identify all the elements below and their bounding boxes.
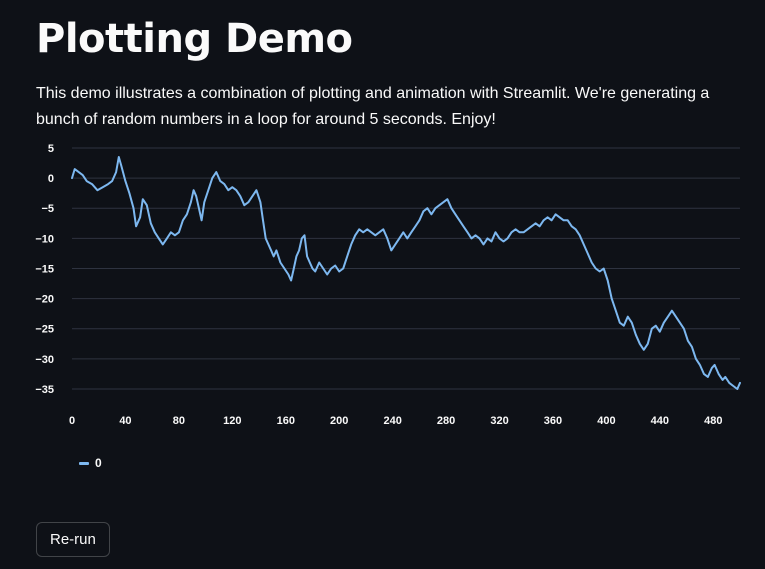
y-axis: 5 0 −5 −10 −15 −20 −25 −30 −35 (35, 143, 54, 396)
chart-series (71, 156, 741, 390)
x-tick-label: 160 (277, 415, 295, 427)
x-tick-label: 240 (383, 415, 401, 427)
legend-swatch (79, 461, 89, 465)
x-tick-label: 440 (651, 415, 669, 427)
x-tick-label: 120 (223, 415, 241, 427)
y-tick-label: −35 (35, 384, 54, 396)
y-tick-label: −15 (35, 263, 54, 275)
x-tick-label: 80 (173, 415, 185, 427)
y-tick-label: 5 (48, 143, 54, 155)
chart-legend[interactable]: 0 (79, 455, 102, 471)
y-tick-label: −30 (35, 354, 54, 366)
y-tick-label: −20 (35, 294, 54, 306)
x-tick-label: 280 (437, 415, 455, 427)
x-tick-label: 40 (119, 415, 131, 427)
page-title: Plotting Demo (36, 16, 353, 62)
y-tick-label: 0 (48, 173, 54, 185)
x-axis: 0 40 80 120 160 200 240 280 320 360 400 440 480 (69, 415, 723, 427)
line-chart[interactable]: 5 0 −5 −10 −15 −20 −25 −30 −35 0 40 80 120 160 200 240… (30, 140, 750, 440)
rerun-button[interactable]: Re-run (36, 522, 110, 557)
legend-label: 0 (95, 456, 102, 470)
x-tick-label: 200 (330, 415, 348, 427)
x-tick-label: 480 (704, 415, 722, 427)
x-tick-label: 0 (69, 415, 75, 427)
x-tick-label: 360 (544, 415, 562, 427)
chart-grid (72, 147, 740, 390)
x-tick-label: 320 (490, 415, 508, 427)
y-tick-label: −10 (35, 233, 54, 245)
y-tick-label: −5 (41, 203, 54, 215)
x-tick-label: 400 (597, 415, 615, 427)
page-description: This demo illustrates a combination of p… (36, 85, 710, 128)
line-chart-svg[interactable]: 5 0 −5 −10 −15 −20 −25 −30 −35 0 40 80 120 160 200 240… (30, 140, 750, 440)
y-tick-label: −25 (35, 324, 54, 336)
series-line-0 (71, 156, 741, 390)
